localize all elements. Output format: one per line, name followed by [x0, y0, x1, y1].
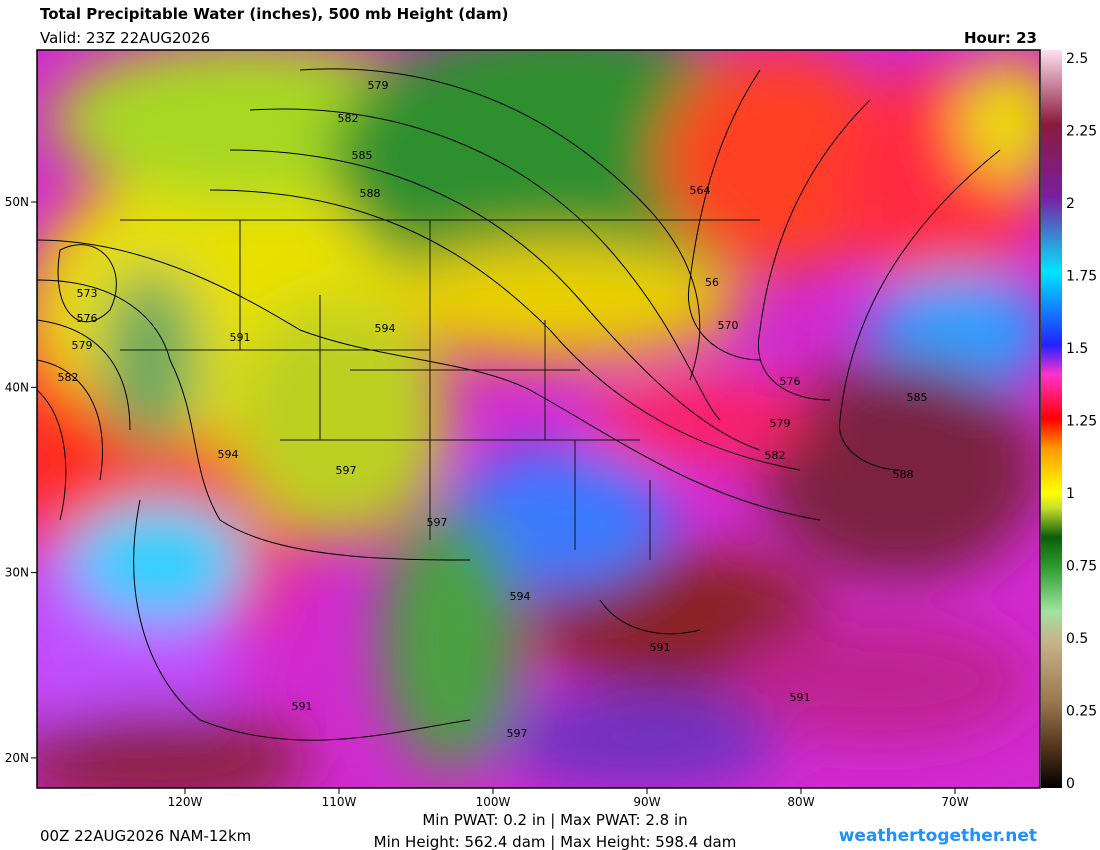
map-frame — [36, 49, 1041, 789]
contour-label: 591 — [650, 641, 671, 654]
lat-label: 40N — [5, 380, 29, 394]
valid-time: Valid: 23Z 22AUG2026 — [40, 29, 210, 47]
contour-label: 585 — [907, 391, 928, 404]
pwat-field — [37, 50, 1040, 788]
contour-label: 591 — [292, 700, 313, 713]
colorbar-label: 2.5 — [1066, 51, 1088, 67]
colorbar-label: 1.5 — [1066, 341, 1088, 357]
contour-label: 564 — [690, 184, 711, 197]
lon-label: 120W — [168, 795, 203, 809]
site-credit: weathertogether.net — [839, 826, 1037, 846]
lon-label: 80W — [787, 795, 814, 809]
colorbar-label: 2.25 — [1066, 124, 1097, 140]
contour-label: 582 — [765, 449, 786, 462]
colorbar-label: 0 — [1066, 776, 1075, 792]
lat-label: 50N — [5, 195, 29, 209]
lon-label: 90W — [633, 795, 660, 809]
contour-label: 579 — [72, 339, 93, 352]
contour-label: 588 — [893, 468, 914, 481]
lon-label: 100W — [476, 795, 511, 809]
colorbar-label: 2 — [1066, 196, 1075, 212]
lat-label: 20N — [5, 751, 29, 765]
colorbar-label: 1 — [1066, 486, 1075, 502]
contour-label: 594 — [375, 322, 396, 335]
contour-label: 591 — [790, 691, 811, 704]
colorbar-label: 1.75 — [1066, 269, 1097, 285]
pwat-stats: Min PWAT: 0.2 in | Max PWAT: 2.8 in — [422, 811, 687, 829]
forecast-hour: Hour: 23 — [964, 29, 1037, 47]
contour-label: 591 — [230, 331, 251, 344]
contour-label: 594 — [510, 590, 531, 603]
lat-label: 30N — [5, 566, 29, 580]
contour-label: 570 — [718, 319, 739, 332]
contour-label: 576 — [77, 312, 98, 325]
contour-label: 585 — [352, 149, 373, 162]
title: Total Precipitable Water (inches), 500 m… — [40, 5, 508, 23]
colorbar-label: 0.5 — [1066, 631, 1088, 647]
contour-label: 576 — [780, 375, 801, 388]
contour-label: 597 — [507, 727, 528, 740]
contour-label: 573 — [77, 287, 98, 300]
contour-label: 597 — [427, 516, 448, 529]
contour-label: 588 — [360, 187, 381, 200]
height-stats: Min Height: 562.4 dam | Max Height: 598.… — [374, 833, 737, 850]
contour-label: 594 — [218, 448, 239, 461]
colorbar — [1041, 50, 1062, 788]
lon-label: 110W — [322, 795, 357, 809]
colorbar-label: 0.25 — [1066, 704, 1097, 720]
contour-label: 597 — [336, 464, 357, 477]
height-contours — [37, 68, 1001, 741]
colorbar-label: 0.75 — [1066, 559, 1097, 575]
contour-label: 579 — [368, 79, 389, 92]
model-run: 00Z 22AUG2026 NAM-12km — [40, 827, 251, 845]
contour-label: 579 — [770, 417, 791, 430]
contour-label: 56 — [705, 276, 719, 289]
lon-label: 70W — [941, 795, 968, 809]
contour-label: 582 — [338, 112, 359, 125]
state-borders — [120, 219, 760, 560]
contour-label: 582 — [58, 371, 79, 384]
colorbar-label: 1.25 — [1066, 414, 1097, 430]
